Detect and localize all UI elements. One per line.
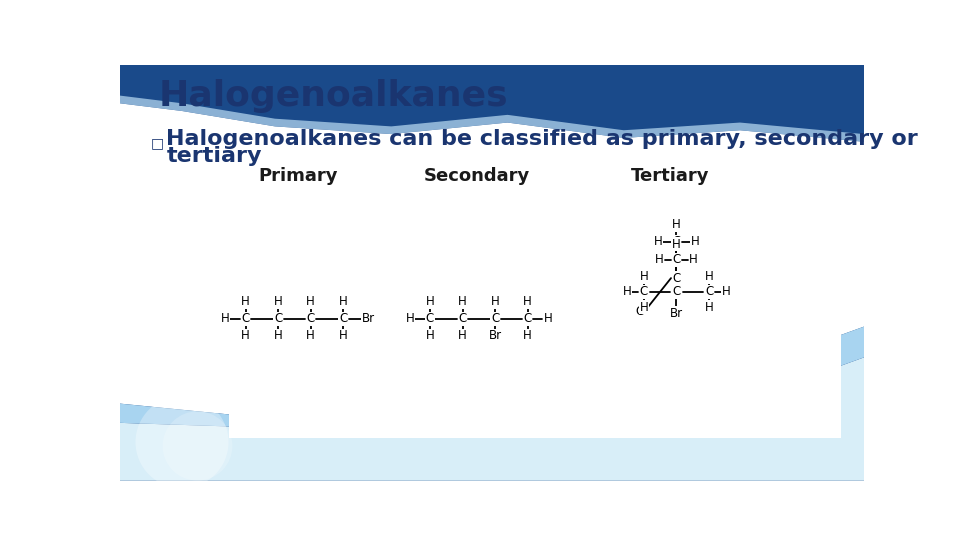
Text: Br: Br [670,307,683,320]
Text: Tertiary: Tertiary [631,167,709,185]
Text: H: H [458,329,467,342]
Text: H: H [306,295,315,308]
Text: H: H [655,253,663,266]
Polygon shape [120,327,864,434]
Text: C: C [705,286,713,299]
Text: H: H [639,270,648,283]
Text: C: C [672,286,681,299]
Text: Halogenoalkanes can be classified as primary, secondary or: Halogenoalkanes can be classified as pri… [166,129,919,148]
Text: H: H [221,313,229,326]
Text: H: H [672,238,681,251]
Text: C: C [523,313,532,326]
Text: H: H [491,295,499,308]
Text: H: H [689,253,698,266]
Text: H: H [523,295,532,308]
Text: C: C [672,235,681,248]
Text: tertiary: tertiary [166,146,262,166]
Text: H: H [425,295,434,308]
Text: C: C [306,313,315,326]
Text: C: C [339,313,348,326]
Text: H: H [639,301,648,314]
Text: H: H [274,295,282,308]
Text: Secondary: Secondary [423,167,530,185]
Text: H: H [705,270,713,283]
Text: H: H [425,329,434,342]
Text: C: C [672,272,681,285]
Text: H: H [672,219,681,232]
FancyBboxPatch shape [228,265,841,438]
Text: C: C [274,313,282,326]
Circle shape [162,411,232,481]
Text: C: C [459,313,467,326]
Polygon shape [120,357,864,481]
Text: C: C [491,313,499,326]
Text: H: H [690,235,700,248]
Text: C: C [636,305,643,318]
Polygon shape [120,96,864,142]
Text: H: H [405,313,414,326]
Text: □: □ [151,136,164,150]
Text: H: H [274,329,282,342]
Polygon shape [120,327,864,481]
Text: H: H [543,313,552,326]
Text: Halogenoalkanes: Halogenoalkanes [158,79,509,113]
Text: Br: Br [361,313,374,326]
Text: H: H [722,286,731,299]
Text: C: C [672,253,681,266]
Text: C: C [639,286,648,299]
Text: H: H [339,295,348,308]
Text: H: H [654,235,662,248]
Text: H: H [458,295,467,308]
Text: H: H [705,301,713,314]
Text: H: H [523,329,532,342]
Polygon shape [120,65,864,142]
Text: H: H [622,286,632,299]
Text: C: C [426,313,434,326]
Text: C: C [241,313,250,326]
Text: H: H [306,329,315,342]
Text: H: H [241,329,250,342]
Circle shape [135,396,228,488]
Text: H: H [339,329,348,342]
Text: Primary: Primary [258,167,338,185]
Text: H: H [241,295,250,308]
Text: Br: Br [489,329,502,342]
